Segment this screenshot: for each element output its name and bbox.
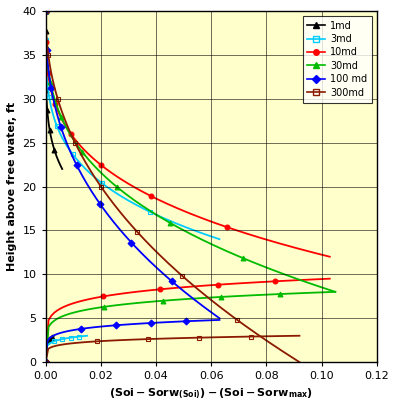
Legend: 1md, 3md, 10md, 30md, 100 md, 300md: 1md, 3md, 10md, 30md, 100 md, 300md — [303, 16, 372, 102]
Y-axis label: Height above free water, ft: Height above free water, ft — [7, 102, 17, 271]
X-axis label: $\mathbf{(Soi-Sorw_{(Soi)})-(Soi-Sorw_{max})}$: $\mathbf{(Soi-Sorw_{(Soi)})-(Soi-Sorw_{m… — [109, 387, 313, 401]
